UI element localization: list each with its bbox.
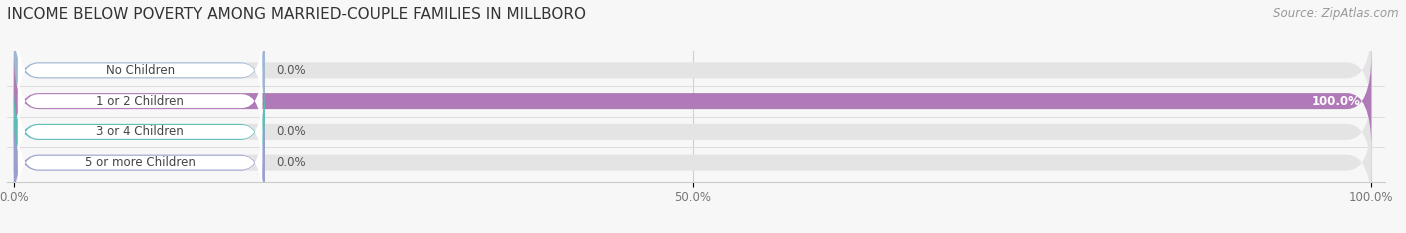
FancyBboxPatch shape (18, 31, 263, 110)
Text: No Children: No Children (105, 64, 174, 77)
FancyBboxPatch shape (18, 62, 263, 140)
FancyBboxPatch shape (14, 115, 264, 210)
Text: 0.0%: 0.0% (276, 125, 305, 138)
FancyBboxPatch shape (14, 85, 264, 179)
Text: 100.0%: 100.0% (1312, 95, 1361, 108)
FancyBboxPatch shape (14, 85, 1371, 179)
Text: Source: ZipAtlas.com: Source: ZipAtlas.com (1274, 7, 1399, 20)
FancyBboxPatch shape (14, 54, 1371, 148)
Text: 1 or 2 Children: 1 or 2 Children (96, 95, 184, 108)
Text: 5 or more Children: 5 or more Children (84, 156, 195, 169)
FancyBboxPatch shape (14, 23, 264, 118)
FancyBboxPatch shape (14, 54, 1371, 148)
Text: INCOME BELOW POVERTY AMONG MARRIED-COUPLE FAMILIES IN MILLBORO: INCOME BELOW POVERTY AMONG MARRIED-COUPL… (7, 7, 586, 22)
Text: 0.0%: 0.0% (276, 64, 305, 77)
Text: 0.0%: 0.0% (276, 156, 305, 169)
FancyBboxPatch shape (18, 123, 263, 202)
FancyBboxPatch shape (18, 93, 263, 171)
Text: 3 or 4 Children: 3 or 4 Children (96, 125, 184, 138)
FancyBboxPatch shape (14, 115, 1371, 210)
FancyBboxPatch shape (14, 23, 1371, 118)
